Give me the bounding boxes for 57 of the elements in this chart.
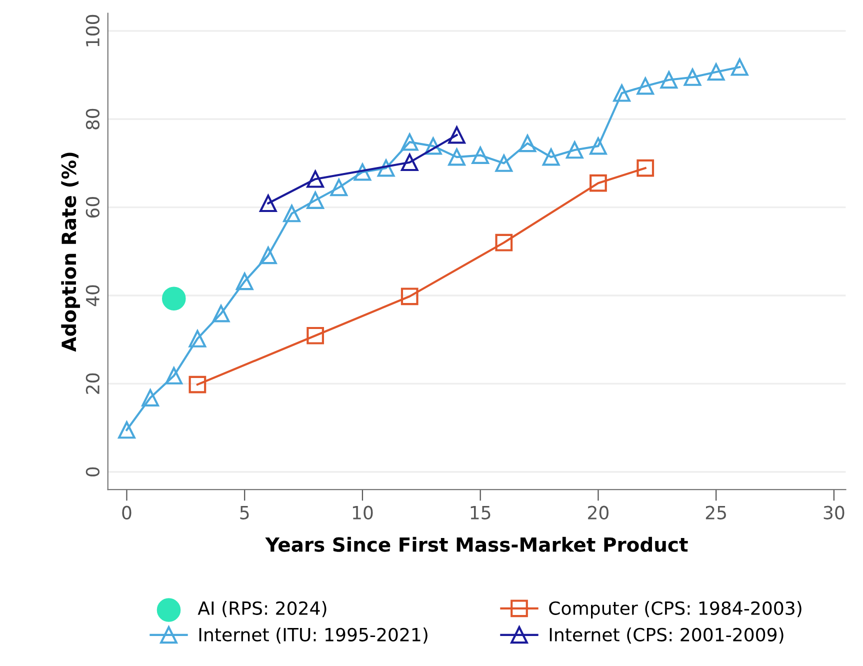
- point: [495, 234, 513, 252]
- point: [400, 154, 418, 172]
- point: [306, 326, 324, 344]
- point: [730, 58, 748, 76]
- point: [472, 146, 490, 164]
- point: [660, 71, 678, 89]
- point: [354, 163, 372, 181]
- y-tick-label: 40: [86, 285, 100, 306]
- point: [636, 77, 654, 95]
- point: [542, 148, 560, 166]
- point: [590, 174, 607, 192]
- point: [400, 288, 418, 306]
- point: [188, 330, 206, 348]
- x-tick-label: 5: [240, 506, 249, 520]
- y-tick-label: 80: [86, 108, 100, 130]
- point: [165, 367, 183, 384]
- point: [590, 137, 607, 155]
- point: [330, 178, 348, 196]
- point: [283, 204, 300, 222]
- point: [142, 389, 159, 406]
- point: [259, 246, 277, 264]
- y-tick-label: 60: [86, 197, 100, 218]
- y-tick-label: 20: [86, 373, 100, 394]
- x-axis-title: Years Since First Mass-Market Product: [265, 536, 688, 552]
- x-tick-label: 0: [122, 506, 132, 520]
- point: [636, 159, 654, 177]
- point: [566, 141, 584, 159]
- point: [518, 134, 536, 152]
- x-tick-label: 25: [706, 506, 726, 520]
- legend-label: AI (RPS: 2024): [198, 601, 326, 618]
- point: [118, 421, 136, 439]
- y-tick-label: 0: [86, 467, 100, 476]
- legend-label: Internet (CPS: 2001-2009): [550, 628, 784, 644]
- point: [448, 126, 466, 144]
- point: [236, 272, 254, 290]
- point: [188, 376, 206, 394]
- x-tick-label: 30: [824, 506, 844, 520]
- x-tick-label: 10: [352, 506, 373, 520]
- point: [400, 133, 418, 151]
- point: [212, 304, 230, 322]
- point: [495, 154, 513, 172]
- point: [684, 68, 702, 86]
- point: [306, 192, 324, 209]
- point: [259, 194, 277, 212]
- point: [613, 84, 630, 102]
- y-tick-label: 100: [86, 14, 100, 46]
- point: [448, 148, 466, 166]
- point: [707, 63, 725, 81]
- point: [377, 159, 395, 177]
- point: [424, 137, 442, 155]
- point: [162, 286, 186, 310]
- x-tick-label: 20: [588, 506, 608, 520]
- legend-label: Computer (CPS: 1984-2003): [549, 601, 802, 618]
- point: [306, 170, 324, 188]
- x-tick-label: 15: [470, 506, 490, 520]
- legend-label: Internet (ITU: 1995-2021): [199, 628, 428, 644]
- y-axis-title: Adoption Rate (%): [61, 152, 80, 352]
